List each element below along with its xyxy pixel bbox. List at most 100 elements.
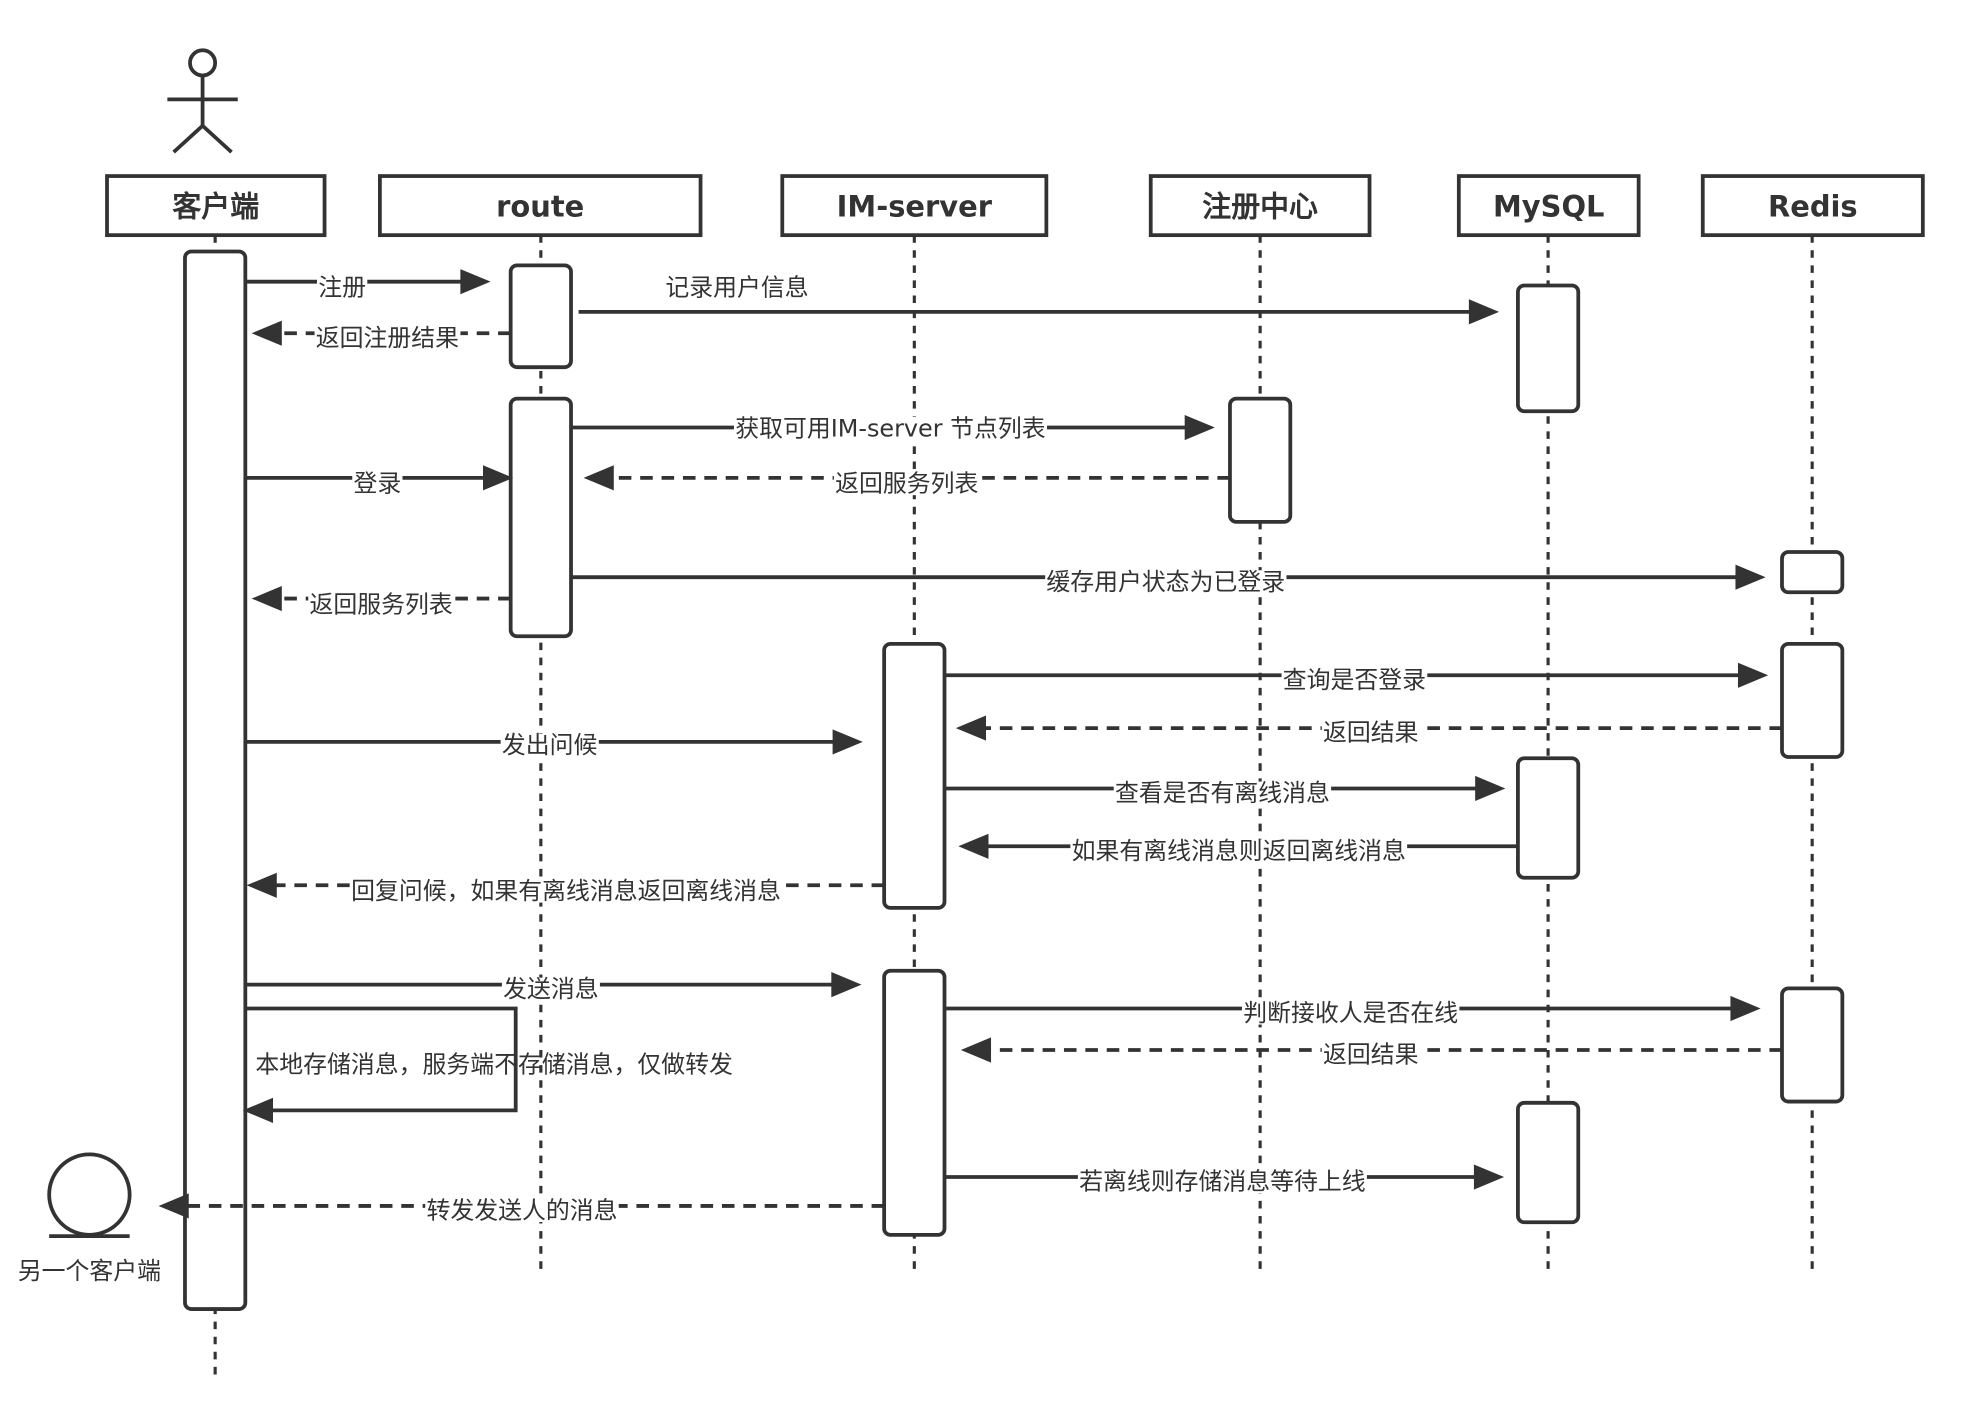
activation-redis-0: [1780, 550, 1845, 595]
message-2: 返回注册结果: [251, 320, 511, 352]
label-background: [1281, 668, 1428, 692]
message-label: 获取可用IM-server 节点列表: [735, 414, 1046, 442]
activation-mysql-1: [1516, 756, 1581, 880]
message-12: 如果有离线消息则返回离线消息: [958, 833, 1518, 865]
arrowhead-icon: [1735, 564, 1766, 590]
message-11: 查看是否有离线消息: [944, 775, 1506, 807]
message-13: 回复问候，如果有离线消息返回离线消息: [246, 872, 885, 905]
participant-label-mysql: MySQL: [1493, 189, 1604, 223]
label-background: [501, 977, 600, 1001]
message-label: 查看是否有离线消息: [1115, 779, 1330, 807]
arrowhead-icon: [955, 715, 986, 741]
label-background: [1113, 781, 1332, 805]
participant-label-route: route: [496, 189, 584, 223]
arrowhead-icon: [1737, 662, 1769, 688]
actor-stick-figure: [167, 48, 238, 154]
label-background: [352, 472, 403, 496]
participant-label-redis: Redis: [1768, 189, 1858, 223]
activations: [183, 249, 1845, 1311]
message-6: 缓存用户状态为已登录: [571, 564, 1766, 596]
other-client-entity: 另一个客户端: [18, 1152, 161, 1285]
actor-leg-right: [201, 124, 233, 154]
label-background: [500, 733, 599, 757]
participant-label-registry: 注册中心: [1202, 189, 1318, 223]
message-label: 缓存用户状态为已登录: [1046, 568, 1285, 596]
message-label: 返回结果: [1323, 719, 1419, 747]
activation-registry-0: [1228, 396, 1293, 524]
message-19: 转发发送人的消息: [158, 1193, 885, 1225]
message-label: 转发发送人的消息: [426, 1197, 617, 1225]
participant-label-im: IM-server: [837, 189, 993, 223]
label-background: [425, 1199, 619, 1222]
message-9: 返回结果: [955, 715, 1782, 747]
other-client-circle-icon: [47, 1152, 132, 1237]
arrowhead-icon: [158, 1193, 189, 1219]
actor-head: [188, 48, 218, 78]
activation-client-0: [183, 249, 248, 1311]
activation-route-0: [508, 263, 573, 370]
label-background: [1077, 1170, 1367, 1194]
participant-box-client[interactable]: [105, 174, 327, 238]
message-label: 若离线则存储消息等待上线: [1079, 1168, 1366, 1196]
participant-box-mysql[interactable]: [1456, 174, 1641, 238]
label-background: [317, 276, 368, 299]
message-15: 判断接收人是否在线: [944, 995, 1761, 1027]
arrowhead-icon: [1184, 414, 1215, 441]
activation-route-1: [508, 396, 573, 639]
actor-leg-left: [172, 124, 204, 154]
label-background: [349, 879, 783, 903]
arrowhead-icon: [246, 872, 277, 898]
self-message-line: [245, 1006, 518, 1113]
message-label: 发出问候: [502, 731, 598, 759]
other-client-label: 另一个客户端: [18, 1257, 161, 1285]
arrowhead-icon: [1730, 995, 1761, 1022]
message-3: 获取可用IM-server 节点列表: [571, 414, 1215, 442]
participant-box-registry[interactable]: [1148, 174, 1372, 238]
message-label: 返回注册结果: [316, 324, 459, 352]
message-7: 返回服务列表: [251, 585, 511, 618]
participant-label-client: 客户端: [172, 189, 259, 223]
message-label: 本地存储消息，服务端不存储消息，仅做转发: [255, 1051, 733, 1079]
arrowhead-icon: [958, 833, 989, 859]
arrowhead-icon: [832, 729, 863, 755]
label-background: [833, 472, 980, 496]
activation-redis-1: [1780, 641, 1845, 759]
arrowhead-icon: [460, 269, 491, 295]
activation-im-1: [882, 968, 947, 1237]
message-label: 判断接收人是否在线: [1243, 999, 1458, 1027]
message-label: 回复问候，如果有离线消息返回离线消息: [351, 877, 781, 905]
label-background: [1321, 1043, 1420, 1067]
participant-box-route[interactable]: [378, 174, 703, 238]
arrowhead-icon: [483, 465, 514, 491]
participant-box-redis[interactable]: [1700, 174, 1925, 238]
label-background: [1241, 1001, 1460, 1025]
label-background: [733, 416, 1048, 440]
label-background: [1070, 839, 1408, 863]
message-1: 记录用户信息: [578, 274, 1500, 325]
arrowhead-icon: [831, 972, 862, 998]
message-label: 发送消息: [503, 975, 598, 1003]
message-4: 登录: [245, 465, 514, 498]
message-0: 注册: [245, 269, 491, 302]
activation-mysql-2: [1516, 1100, 1581, 1225]
activation-mysql-0: [1516, 283, 1581, 414]
arrowhead-icon: [251, 320, 282, 346]
message-8: 查询是否登录: [944, 662, 1769, 694]
arrowhead-icon: [1468, 299, 1500, 325]
activation-im-0: [882, 641, 947, 910]
message-label: 查询是否登录: [1283, 666, 1426, 694]
arrowhead-icon: [251, 585, 282, 612]
message-10: 发出问候: [245, 729, 863, 759]
label-background: [1321, 721, 1420, 745]
participant-box-im[interactable]: [780, 174, 1049, 238]
message-16: 返回结果: [960, 1037, 1782, 1069]
message-label: 返回结果: [1323, 1041, 1419, 1069]
label-background: [308, 592, 455, 616]
message-17: 本地存储消息，服务端不存储消息，仅做转发: [242, 1006, 733, 1123]
arrowhead-icon: [583, 465, 614, 491]
message-label: 如果有离线消息则返回离线消息: [1072, 837, 1406, 865]
arrowhead-icon: [242, 1097, 273, 1123]
message-5: 返回服务列表: [583, 465, 1230, 498]
arrowhead-icon: [1475, 775, 1506, 802]
